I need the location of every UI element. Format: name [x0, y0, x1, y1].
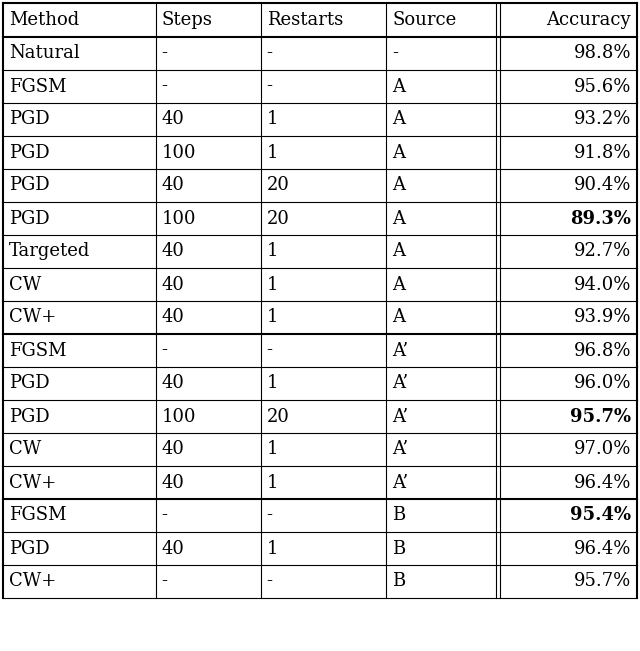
Text: A: A [392, 77, 405, 96]
Text: A’: A’ [392, 408, 408, 426]
Text: 94.0%: 94.0% [573, 275, 631, 294]
Text: -: - [392, 44, 398, 62]
Text: 1: 1 [267, 441, 278, 458]
Text: -: - [267, 342, 273, 359]
Text: 95.4%: 95.4% [570, 506, 631, 525]
Text: 97.0%: 97.0% [573, 441, 631, 458]
Text: 92.7%: 92.7% [573, 243, 631, 260]
Text: Restarts: Restarts [267, 11, 343, 29]
Text: B: B [392, 572, 405, 590]
Text: PGD: PGD [9, 176, 50, 195]
Text: PGD: PGD [9, 540, 50, 557]
Text: -: - [267, 506, 273, 525]
Text: B: B [392, 540, 405, 557]
Text: 96.4%: 96.4% [573, 540, 631, 557]
Text: CW+: CW+ [9, 309, 56, 327]
Text: 1: 1 [267, 473, 278, 492]
Text: FGSM: FGSM [9, 77, 67, 96]
Text: PGD: PGD [9, 143, 50, 161]
Text: A: A [392, 309, 405, 327]
Text: 40: 40 [161, 540, 184, 557]
Text: Source: Source [392, 11, 456, 29]
Text: B: B [392, 506, 405, 525]
Text: -: - [161, 77, 168, 96]
Text: PGD: PGD [9, 210, 50, 227]
Text: 1: 1 [267, 540, 278, 557]
Text: -: - [161, 506, 168, 525]
Text: 1: 1 [267, 374, 278, 393]
Text: -: - [267, 572, 273, 590]
Text: 96.4%: 96.4% [573, 473, 631, 492]
Text: 40: 40 [161, 374, 184, 393]
Text: 89.3%: 89.3% [570, 210, 631, 227]
Text: -: - [161, 572, 168, 590]
Text: 40: 40 [161, 275, 184, 294]
Text: PGD: PGD [9, 374, 50, 393]
Text: -: - [267, 44, 273, 62]
Text: 98.8%: 98.8% [573, 44, 631, 62]
Text: 90.4%: 90.4% [573, 176, 631, 195]
Text: 40: 40 [161, 243, 184, 260]
Text: A: A [392, 111, 405, 128]
Text: 1: 1 [267, 309, 278, 327]
Text: FGSM: FGSM [9, 342, 67, 359]
Text: 40: 40 [161, 441, 184, 458]
Text: -: - [161, 44, 168, 62]
Text: CW: CW [9, 275, 41, 294]
Text: 40: 40 [161, 473, 184, 492]
Text: Method: Method [9, 11, 79, 29]
Text: Accuracy: Accuracy [547, 11, 631, 29]
Text: 95.7%: 95.7% [573, 572, 631, 590]
Text: -: - [267, 77, 273, 96]
Text: A: A [392, 143, 405, 161]
Text: 96.8%: 96.8% [573, 342, 631, 359]
Text: 20: 20 [267, 408, 289, 426]
Text: Steps: Steps [161, 11, 212, 29]
Text: A’: A’ [392, 473, 408, 492]
Text: 1: 1 [267, 243, 278, 260]
Text: CW+: CW+ [9, 473, 56, 492]
Text: A: A [392, 275, 405, 294]
Text: PGD: PGD [9, 408, 50, 426]
Text: 100: 100 [161, 143, 196, 161]
Text: FGSM: FGSM [9, 506, 67, 525]
Text: A’: A’ [392, 441, 408, 458]
Text: Targeted: Targeted [9, 243, 90, 260]
Text: 95.6%: 95.6% [573, 77, 631, 96]
Text: Natural: Natural [9, 44, 80, 62]
Text: 100: 100 [161, 210, 196, 227]
Text: A’: A’ [392, 374, 408, 393]
Text: -: - [161, 342, 168, 359]
Text: 40: 40 [161, 176, 184, 195]
Text: 91.8%: 91.8% [573, 143, 631, 161]
Text: A: A [392, 243, 405, 260]
Text: 40: 40 [161, 309, 184, 327]
Text: 1: 1 [267, 111, 278, 128]
Text: 93.9%: 93.9% [573, 309, 631, 327]
Text: 95.7%: 95.7% [570, 408, 631, 426]
Text: 93.2%: 93.2% [573, 111, 631, 128]
Text: A’: A’ [392, 342, 408, 359]
Text: CW+: CW+ [9, 572, 56, 590]
Text: 1: 1 [267, 275, 278, 294]
Text: A: A [392, 210, 405, 227]
Text: 20: 20 [267, 210, 289, 227]
Text: A: A [392, 176, 405, 195]
Text: 96.0%: 96.0% [573, 374, 631, 393]
Text: 40: 40 [161, 111, 184, 128]
Text: CW: CW [9, 441, 41, 458]
Text: 1: 1 [267, 143, 278, 161]
Text: PGD: PGD [9, 111, 50, 128]
Text: 100: 100 [161, 408, 196, 426]
Text: 20: 20 [267, 176, 289, 195]
